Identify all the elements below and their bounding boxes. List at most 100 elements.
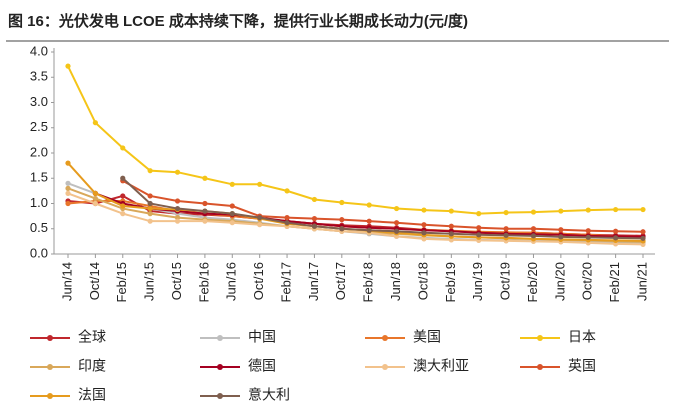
- legend-marker: [382, 364, 388, 370]
- point: [503, 209, 509, 216]
- x-tick-label: Oct/17: [333, 262, 348, 300]
- point: [284, 215, 290, 221]
- point: [120, 203, 126, 209]
- x-tick-label: Feb/19: [443, 262, 458, 302]
- point: [558, 234, 564, 240]
- point: [448, 208, 454, 214]
- point: [640, 206, 646, 213]
- x-tick-label: Oct/18: [415, 262, 430, 300]
- point: [65, 185, 71, 191]
- point: [421, 207, 427, 213]
- point: [585, 228, 591, 234]
- x-tick-label: Feb/16: [196, 262, 211, 302]
- x-tick-label: Feb/20: [525, 262, 540, 302]
- series-line: [67, 65, 643, 215]
- point: [339, 226, 345, 232]
- legend-label: 日本: [568, 329, 596, 345]
- point: [229, 181, 235, 187]
- x-tick-label: Oct/19: [498, 262, 513, 300]
- y-tick-label: 4.0: [30, 43, 48, 58]
- point: [65, 180, 71, 186]
- x-tick-label: Jun/18: [388, 262, 403, 301]
- legend-marker: [47, 335, 53, 341]
- y-tick-label: 0.0: [30, 245, 48, 260]
- point: [613, 206, 619, 213]
- legend-label: 中国: [248, 329, 276, 345]
- point: [393, 205, 400, 212]
- point: [421, 230, 427, 236]
- y-tick-label: 3.5: [30, 69, 48, 84]
- point: [257, 215, 263, 221]
- point: [147, 168, 153, 174]
- point: [92, 120, 98, 126]
- point: [202, 218, 208, 224]
- point: [147, 211, 153, 217]
- point: [174, 218, 181, 224]
- point: [65, 160, 71, 166]
- point: [120, 145, 126, 151]
- y-tick-label: 0.5: [30, 220, 48, 235]
- legend-marker: [47, 364, 53, 370]
- legend-marker: [537, 364, 543, 370]
- point: [202, 175, 208, 181]
- x-tick-label: Oct/15: [169, 262, 184, 300]
- legend-label: 全球: [78, 329, 106, 345]
- point: [558, 227, 564, 233]
- point: [366, 218, 372, 224]
- x-tick-label: Jun/15: [142, 262, 157, 301]
- point: [174, 198, 181, 204]
- legend-label: 美国: [413, 329, 441, 345]
- legend-marker: [217, 393, 223, 399]
- point: [476, 211, 482, 217]
- point: [339, 199, 345, 206]
- point: [92, 200, 98, 207]
- point: [120, 193, 126, 199]
- point: [530, 226, 537, 232]
- y-tick-label: 2.0: [30, 144, 48, 159]
- point: [476, 225, 482, 231]
- point: [174, 169, 181, 175]
- point: [366, 227, 372, 233]
- point: [339, 217, 345, 223]
- point: [120, 175, 126, 181]
- point: [558, 208, 564, 214]
- point: [585, 234, 591, 240]
- point: [147, 218, 153, 224]
- point: [640, 235, 646, 241]
- point: [65, 190, 71, 196]
- point: [257, 181, 263, 187]
- x-tick-label: Jun/20: [552, 262, 567, 301]
- legend-label: 印度: [78, 358, 106, 374]
- point: [120, 211, 126, 217]
- point: [284, 188, 290, 194]
- legend-label: 意大利: [248, 387, 290, 403]
- point: [229, 211, 235, 217]
- legend-marker: [217, 335, 223, 341]
- legend-marker: [217, 364, 223, 370]
- x-tick-label: Jun/19: [470, 262, 485, 301]
- point: [202, 208, 208, 214]
- point: [311, 216, 318, 222]
- point: [393, 228, 400, 234]
- point: [393, 220, 400, 226]
- point: [503, 226, 509, 232]
- x-tick-label: Jun/16: [224, 262, 239, 301]
- point: [530, 209, 537, 215]
- x-tick-label: Oct/16: [251, 262, 266, 300]
- point: [311, 196, 318, 203]
- legend-label: 法国: [78, 387, 106, 403]
- series-line: [122, 177, 644, 240]
- y-tick-label: 2.5: [30, 119, 48, 134]
- point: [448, 223, 454, 229]
- x-tick-label: Jun/14: [59, 262, 74, 301]
- point: [421, 236, 427, 242]
- legend-marker: [47, 393, 53, 399]
- point: [257, 222, 263, 228]
- point: [229, 203, 235, 209]
- point: [503, 232, 509, 238]
- point: [476, 232, 482, 238]
- point: [92, 195, 98, 202]
- point: [284, 220, 290, 226]
- point: [585, 207, 591, 213]
- point: [65, 63, 71, 69]
